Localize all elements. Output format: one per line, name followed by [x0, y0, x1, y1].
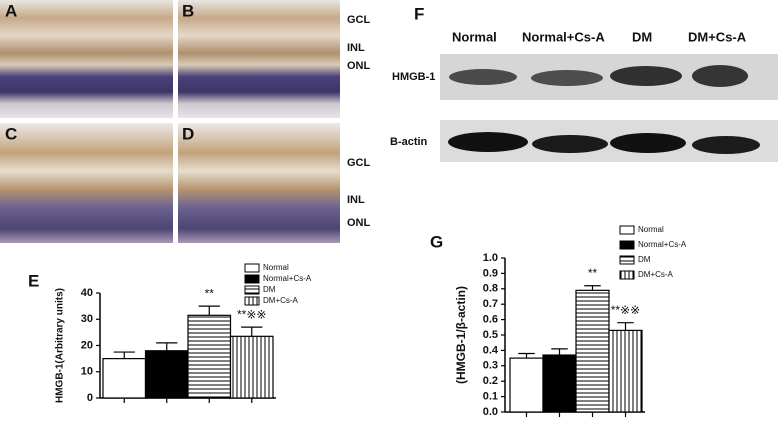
y-tick-label: 0.1	[483, 391, 498, 403]
lane-label: Normal	[452, 29, 497, 44]
panel-letter: F	[414, 4, 424, 23]
blot-band	[692, 65, 748, 87]
significance-label: **	[588, 266, 598, 280]
legend-label: DM	[638, 255, 651, 264]
legend-swatch	[619, 270, 635, 280]
layer-label: INL	[347, 42, 365, 54]
error-bar	[198, 305, 220, 316]
panel-letter: E	[28, 271, 39, 290]
bar	[608, 329, 643, 413]
layer-label: GCL	[347, 14, 371, 26]
lane-label: DM	[632, 29, 652, 44]
y-tick-label: 40	[81, 287, 93, 299]
row-label: B-actin	[390, 136, 428, 148]
row-label: HMGB-1	[392, 71, 435, 83]
bar	[229, 335, 274, 399]
y-tick-label: 30	[81, 313, 93, 325]
y-axis-label: HMGB-1(Arbitrary units)	[55, 288, 66, 403]
legend-label: Normal	[263, 263, 289, 272]
bar	[542, 354, 577, 413]
bar	[575, 289, 610, 413]
y-tick-label: 0.6	[483, 314, 498, 326]
micrograph	[0, 0, 173, 118]
y-tick-label: 0	[87, 392, 93, 404]
lane-label: Normal+Cs-A	[522, 29, 605, 44]
y-tick-label: 20	[81, 339, 93, 351]
bar	[509, 357, 544, 413]
bar	[187, 314, 232, 399]
significance-label: **	[205, 286, 215, 300]
legend-label: DM+Cs-A	[263, 296, 299, 305]
blot-band	[532, 135, 608, 153]
bar	[102, 358, 147, 399]
error-bar	[584, 285, 601, 291]
layer-label: GCL	[347, 157, 371, 169]
y-tick-label: 0.2	[483, 375, 498, 387]
legend-swatch	[244, 263, 260, 273]
y-tick-label: 0.5	[483, 329, 498, 341]
panel-letter: C	[5, 124, 17, 143]
y-tick-label: 0.9	[483, 267, 498, 279]
y-tick-label: 0.8	[483, 283, 498, 295]
significance-label: **※※	[611, 303, 640, 317]
blot-band	[692, 136, 760, 154]
legend-swatch	[244, 285, 260, 295]
micrograph	[178, 123, 340, 243]
error-bar	[113, 351, 135, 359]
y-tick-label: 0.0	[483, 406, 498, 418]
legend-label: Normal	[638, 225, 664, 234]
bar	[144, 350, 189, 399]
panel-letter: A	[5, 1, 17, 20]
error-bar	[518, 352, 535, 359]
y-tick-label: 0.4	[483, 344, 499, 356]
blot-band	[448, 132, 528, 152]
error-bar	[551, 348, 568, 356]
significance-label: **※※	[237, 307, 266, 321]
y-tick-label: 10	[81, 366, 93, 378]
panel-letter: D	[182, 124, 194, 143]
legend-label: DM	[263, 285, 276, 294]
y-tick-label: 1.0	[483, 252, 498, 264]
legend-swatch	[619, 225, 635, 235]
legend-swatch	[619, 240, 635, 250]
layer-label: ONL	[347, 217, 371, 229]
layer-label: INL	[347, 194, 365, 206]
legend-label: DM+Cs-A	[638, 270, 674, 279]
error-bar	[156, 342, 178, 351]
legend-swatch	[619, 255, 635, 265]
error-bar	[617, 322, 634, 331]
legend-swatch	[244, 274, 260, 284]
layer-label: ONL	[347, 60, 371, 72]
y-tick-label: 0.3	[483, 360, 498, 372]
y-axis-label: (HMGB-1/β-actin)	[454, 286, 468, 384]
legend-label: Normal+Cs-A	[263, 274, 312, 283]
error-bar	[241, 326, 263, 337]
legend-label: Normal+Cs-A	[638, 240, 687, 249]
micrograph	[0, 123, 173, 243]
blot-band	[610, 66, 682, 86]
micrograph	[178, 0, 340, 118]
blot-band	[610, 133, 686, 153]
lane-label: DM+Cs-A	[688, 29, 747, 44]
blot-band	[531, 70, 603, 86]
panel-letter: B	[182, 1, 194, 20]
panel-letter: G	[430, 232, 443, 251]
blot-band	[449, 69, 517, 85]
legend-swatch	[244, 296, 260, 306]
y-tick-label: 0.7	[483, 298, 498, 310]
